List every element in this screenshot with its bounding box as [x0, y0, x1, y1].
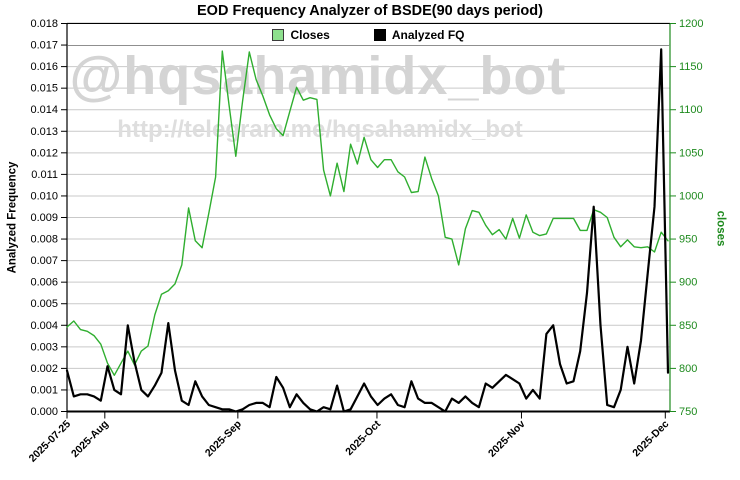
left-axis-tick-label: 0.000 — [30, 406, 58, 418]
x-axis-tick-label: 2025-Oct — [343, 418, 383, 458]
x-axis-tick-label: 2025-Sep — [203, 418, 244, 459]
left-axis-tick-label: 0.017 — [30, 40, 58, 52]
analyzed-fq-line — [65, 48, 670, 413]
x-axis-tick-label: 2025-Nov — [486, 418, 528, 460]
legend-item-analyzed-fq: Analyzed FQ — [373, 27, 465, 42]
right-axis-tick-label: 1100 — [679, 104, 703, 116]
right-axis-tick-label: 950 — [679, 234, 697, 246]
right-axis-tick-label: 1050 — [679, 147, 703, 159]
left-axis-title: Analyzed Frequency — [6, 161, 19, 274]
closes-line — [66, 50, 669, 376]
left-axis-tick-label: 0.013 — [30, 126, 58, 138]
right-axis-tick-label: 1200 — [679, 18, 703, 30]
right-axis-tick-label: 800 — [679, 363, 697, 375]
x-axis-tick-label: 2025-Aug — [69, 418, 111, 460]
gridlines-layer — [67, 44, 670, 391]
watermark-username: @hqsahamidx_bot — [70, 46, 567, 106]
left-axis-tick-label: 0.006 — [30, 277, 58, 289]
left-axis-tick-label: 0.016 — [30, 61, 58, 73]
left-axis-tick-label: 0.011 — [31, 169, 58, 181]
left-axis-tick-label: 0.018 — [30, 18, 58, 30]
left-axis-tick-label: 0.010 — [30, 190, 58, 202]
right-axis-tick-label: 850 — [679, 320, 697, 332]
left-axis-tick-label: 0.003 — [30, 341, 58, 353]
left-axis-tick-label: 0.007 — [30, 255, 58, 267]
right-axis-tick-label: 750 — [679, 406, 697, 418]
legend-item-closes: Closes — [272, 27, 330, 42]
x-axis-tick-label: 2025-07-25 — [27, 418, 74, 465]
left-axis-tick-label: 0.001 — [30, 384, 58, 396]
right-axis-tick-label: 1000 — [679, 190, 703, 202]
left-axis-tick-label: 0.015 — [30, 83, 58, 95]
right-axis-tick-label: 1150 — [679, 61, 703, 73]
left-axis-tick-label: 0.002 — [30, 363, 58, 375]
legend-label-closes: Closes — [290, 27, 330, 42]
chart-legend: Closes Analyzed FQ — [68, 24, 669, 46]
analyzed-fq-swatch-icon — [373, 28, 386, 41]
legend-label-analyzed-fq: Analyzed FQ — [391, 27, 465, 42]
left-axis-tick-label: 0.005 — [30, 298, 58, 310]
closes-swatch-icon — [272, 28, 285, 41]
right-axis-title: closes — [714, 210, 727, 247]
left-axis-tick-label: 0.008 — [30, 234, 58, 246]
right-axis-tick-label: 900 — [679, 277, 697, 289]
left-axis-tick-label: 0.012 — [30, 147, 58, 159]
chart-title: EOD Frequency Analyzer of BSDE(90 days p… — [197, 3, 543, 19]
left-axis-tick-label: 0.004 — [30, 320, 58, 332]
x-axis-tick-label: 2025-Dec — [630, 418, 671, 459]
left-axis-tick-label: 0.014 — [30, 104, 58, 116]
series-layer — [65, 48, 670, 413]
left-axis-tick-label: 0.009 — [30, 212, 58, 224]
